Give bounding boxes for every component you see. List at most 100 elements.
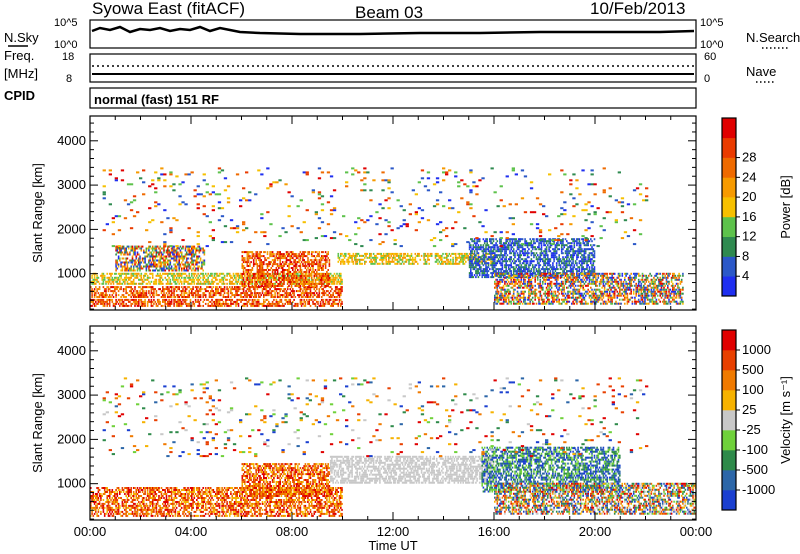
heatmap-cell [246, 263, 249, 266]
heatmap-cell [141, 259, 144, 262]
heatmap-cell [322, 288, 324, 291]
heatmap-cell [582, 254, 584, 257]
heatmap-cell [250, 292, 252, 295]
heatmap-cell [448, 260, 451, 263]
heatmap-cell [160, 296, 163, 298]
heatmap-cell [478, 266, 481, 269]
heatmap-cell [545, 268, 548, 271]
heatmap-cell [245, 294, 247, 297]
heatmap-cell [411, 256, 414, 259]
heatmap-cell [494, 252, 496, 255]
heatmap-cell [520, 258, 523, 261]
heatmap-cell [553, 240, 555, 243]
heatmap-cell [430, 254, 433, 257]
heatmap-cell [555, 262, 558, 265]
heatmap-cell [232, 300, 235, 303]
heatmap-cell [162, 290, 164, 293]
heatmap-cell [91, 300, 93, 303]
heatmap-cell [180, 267, 183, 270]
heatmap-cell [206, 298, 208, 301]
heatmap-cell [278, 300, 280, 303]
heatmap-cell [531, 248, 534, 251]
heatmap-cell [300, 288, 303, 291]
heatmap-cell [529, 260, 531, 263]
heatmap-cell [497, 258, 500, 261]
heatmap-cell [131, 263, 134, 266]
heatmap-cell [192, 288, 194, 291]
heatmap-cell [163, 294, 165, 297]
heatmap-cell [139, 269, 141, 272]
heatmap-cell [588, 268, 591, 271]
heatmap-cell [124, 288, 126, 291]
heatmap-cell [189, 292, 192, 295]
heatmap-cell [263, 300, 265, 303]
heatmap-cell [263, 304, 265, 307]
heatmap-cell [151, 274, 154, 277]
heatmap-cell [196, 288, 198, 291]
heatmap-cell [273, 285, 275, 287]
heatmap-cell [188, 276, 191, 279]
heatmap-cell [188, 290, 191, 293]
heatmap-cell [283, 277, 285, 279]
heatmap-cell [153, 247, 155, 250]
heatmap-cell [108, 304, 111, 307]
heatmap-cell [492, 268, 495, 271]
heatmap-cell [285, 253, 288, 256]
heatmap-cell [549, 264, 552, 267]
heatmap-cell [482, 244, 485, 247]
heatmap-cell [324, 276, 327, 279]
heatmap-cell [500, 278, 502, 281]
heatmap-cell [198, 288, 201, 291]
heatmap-cell [292, 253, 294, 256]
heatmap-cell [204, 272, 207, 275]
heatmap-cell [213, 280, 216, 283]
heatmap-cell [312, 271, 314, 273]
heatmap-cell [496, 286, 499, 289]
heatmap-cell [179, 280, 182, 283]
heatmap-cell [283, 304, 285, 307]
heatmap-cell [308, 281, 310, 283]
heatmap-cell [182, 290, 184, 293]
heatmap-cell [168, 245, 170, 248]
heatmap-cell [308, 296, 310, 298]
heatmap-cell [148, 300, 150, 303]
heatmap-cell [156, 298, 159, 301]
heatmap-cell [162, 267, 164, 270]
heatmap-cell [295, 275, 298, 277]
heatmap-cell [483, 262, 486, 265]
heatmap-cell [245, 290, 247, 293]
heatmap-cell [538, 266, 540, 269]
heatmap-cell [535, 268, 538, 271]
heatmap-cell [132, 269, 135, 272]
heatmap-cell [390, 254, 393, 257]
heatmap-cell [454, 256, 457, 259]
heatmap-cell [167, 251, 169, 254]
heatmap-cell [304, 263, 307, 266]
heatmap-cell [294, 263, 297, 266]
heatmap-cell [96, 274, 98, 277]
heatmap-cell [560, 252, 563, 255]
heatmap-cell [162, 300, 164, 303]
heatmap-cell [369, 252, 371, 255]
heatmap-cell [333, 300, 336, 303]
heatmap-cell [144, 296, 146, 298]
heatmap-cell [117, 255, 120, 258]
heatmap-cell [151, 249, 154, 252]
heatmap-cell [276, 271, 279, 273]
heatmap-cell [239, 274, 241, 277]
heatmap-cell [564, 252, 567, 255]
heatmap-cell [507, 272, 510, 275]
heatmap-cell [386, 254, 389, 257]
heatmap-cell [449, 254, 452, 257]
heatmap-cell [120, 286, 122, 289]
heatmap-cell [510, 256, 512, 259]
heatmap-cell [140, 282, 143, 285]
heatmap-cell [302, 277, 304, 279]
heatmap-cell [168, 300, 170, 303]
heatmap-cell [289, 272, 292, 275]
heatmap-cell [593, 270, 596, 273]
heatmap-cell [112, 292, 115, 295]
heatmap-cell [261, 255, 264, 258]
heatmap-cell [270, 279, 273, 281]
heatmap-cell [543, 268, 545, 271]
